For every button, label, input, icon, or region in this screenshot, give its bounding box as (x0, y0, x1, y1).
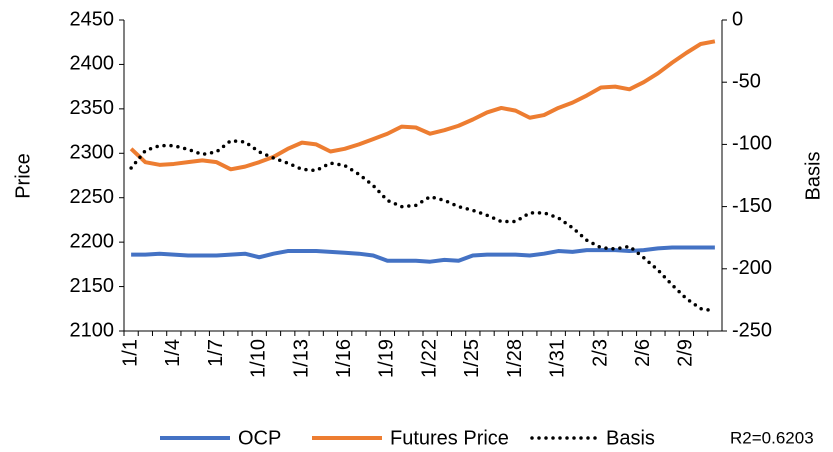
y-tick-label: 2400 (70, 53, 115, 75)
x-tick-label: 1/31 (547, 339, 569, 378)
x-tick-label: 1/19 (376, 339, 398, 378)
series-line (129, 39, 716, 172)
y2-tick-label: -250 (732, 319, 772, 341)
y2-tick-label: -200 (732, 257, 772, 279)
y-tick-label: 2150 (70, 275, 115, 297)
x-tick-label: 1/10 (248, 339, 270, 378)
x-tick-label: 1/1 (119, 339, 141, 367)
annotation: R2=0.6203 (730, 428, 814, 447)
x-tick-label: 2/3 (589, 339, 611, 367)
y2-axis-label: Basis (802, 152, 824, 201)
x-tick-label: 1/7 (205, 339, 227, 367)
x-tick-label: 1/13 (290, 339, 312, 378)
legend-label: Futures Price (390, 427, 509, 449)
x-tick-label: 1/22 (418, 339, 440, 378)
x-tick-label: 1/28 (504, 339, 526, 378)
x-tick-label: 2/6 (632, 339, 654, 367)
y-tick-label: 2100 (70, 319, 115, 341)
y2-tick-label: -50 (732, 70, 761, 92)
y-tick-label: 2200 (70, 230, 115, 252)
x-tick-label: 1/25 (461, 339, 483, 378)
y2-tick-label: -100 (732, 133, 772, 155)
series-line (131, 245, 715, 264)
y-tick-label: 2250 (70, 186, 115, 208)
y2-tick-label: 0 (732, 8, 743, 30)
x-tick-label: 1/4 (162, 339, 184, 367)
x-tick-label: 2/9 (675, 339, 697, 367)
y2-tick-label: -150 (732, 195, 772, 217)
x-tick-label: 1/16 (333, 339, 355, 378)
y-axis-label: Price (12, 153, 34, 199)
legend-label: OCP (238, 427, 281, 449)
y-tick-label: 2450 (70, 8, 115, 30)
legend-label: Basis (606, 427, 655, 449)
series-line (129, 138, 717, 313)
y-tick-label: 2300 (70, 142, 115, 164)
y-tick-label: 2350 (70, 97, 115, 119)
